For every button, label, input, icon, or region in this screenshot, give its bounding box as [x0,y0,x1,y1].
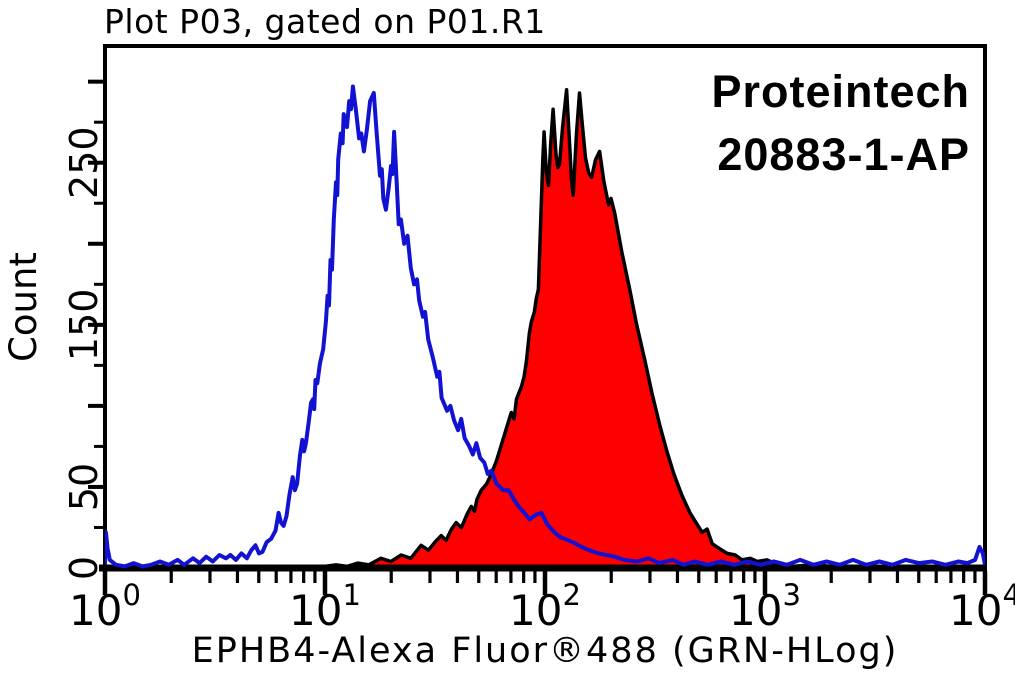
y-tick-label: 0 [62,556,106,580]
plot-title: Plot P03, gated on P01.R1 [104,2,546,41]
brand-name: Proteintech [711,66,970,117]
y-tick-label: 50 [62,463,106,511]
x-tick-label: 103 [729,578,801,635]
control-histogram [105,84,985,569]
x-tick-label: 104 [949,578,1015,635]
y-tick-label: 250 [62,126,106,199]
x-axis-label: EPHB4-Alexa Fluor®488 (GRN-HLog) [191,631,899,671]
sample-histogram [323,88,985,571]
plot-box-spines [103,44,987,568]
y-axis-label: Count [2,252,45,362]
x-tick-label: 102 [509,578,581,635]
x-tick-label: 101 [289,578,361,635]
catalog-number: 20883-1-AP [717,129,970,180]
watermark: Proteintech 20883-1-AP [711,60,970,186]
y-tick-label: 150 [62,289,106,362]
x-tick-label: 100 [69,578,141,635]
